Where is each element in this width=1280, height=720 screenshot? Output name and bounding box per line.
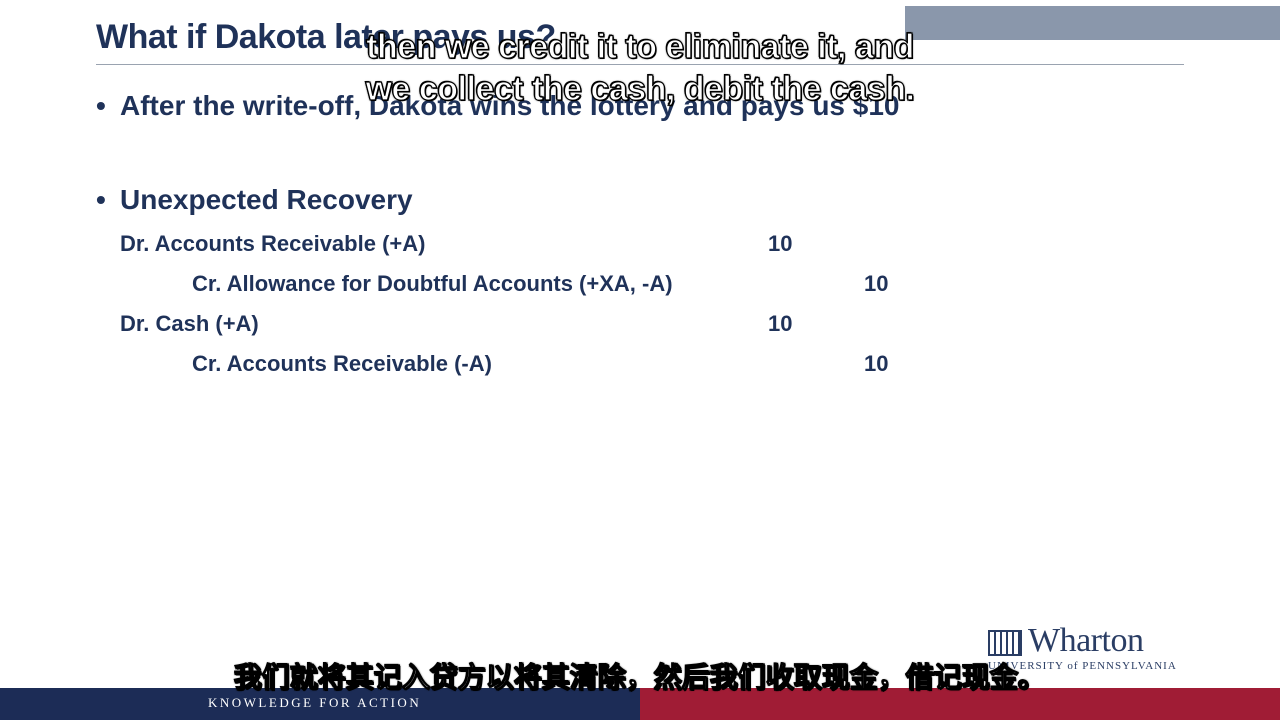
- shield-icon: [988, 630, 1022, 656]
- journal-line-4-credit: 10: [864, 351, 889, 376]
- footer-tagline: KNOWLEDGE FOR ACTION: [208, 695, 422, 710]
- bullet-lottery: • After the write-off, Dakota wins the lo…: [96, 90, 900, 122]
- top-overlay-box: [905, 6, 1280, 40]
- bullet-text: After the write-off, Dakota wins the lot…: [120, 90, 900, 121]
- journal-line-1-debit: 10: [768, 231, 793, 256]
- journal-line-2-account: Cr. Allowance for Doubtful Accounts (+XA…: [192, 271, 673, 296]
- bullet-text: Unexpected Recovery: [120, 184, 413, 215]
- title-divider: [96, 64, 1184, 65]
- wharton-logo: Wharton UNIVERSITY of PENNSYLVANIA: [988, 622, 1198, 672]
- footer-bar-navy: [0, 688, 640, 720]
- slide-title: What if Dakota later pays us?: [96, 18, 556, 56]
- footer-bar-red: [640, 688, 1280, 720]
- bullet-dot-icon: •: [96, 184, 106, 215]
- journal-line-1-account: Dr. Accounts Receivable (+A): [120, 231, 426, 256]
- subtitle-english-line-2: we collect the cash, debit the cash.: [365, 69, 916, 108]
- subtitle-english-line-1: then we credit it to eliminate it, and: [366, 27, 915, 66]
- journal-line-3-account: Dr. Cash (+A): [120, 311, 259, 336]
- journal-line-3-debit: 10: [768, 311, 793, 336]
- bullet-dot-icon: •: [96, 90, 106, 121]
- journal-line-2-credit: 10: [864, 271, 889, 296]
- logo-wordmark: Wharton: [1028, 622, 1144, 659]
- bullet-recovery: • Unexpected Recovery: [96, 184, 413, 216]
- logo-subtitle: UNIVERSITY of PENNSYLVANIA: [988, 660, 1177, 672]
- journal-line-4-account: Cr. Accounts Receivable (-A): [192, 351, 492, 376]
- subtitle-chinese: 我们就将其记入贷方以将其清除，然后我们收取现金，借记现金。: [233, 660, 1046, 694]
